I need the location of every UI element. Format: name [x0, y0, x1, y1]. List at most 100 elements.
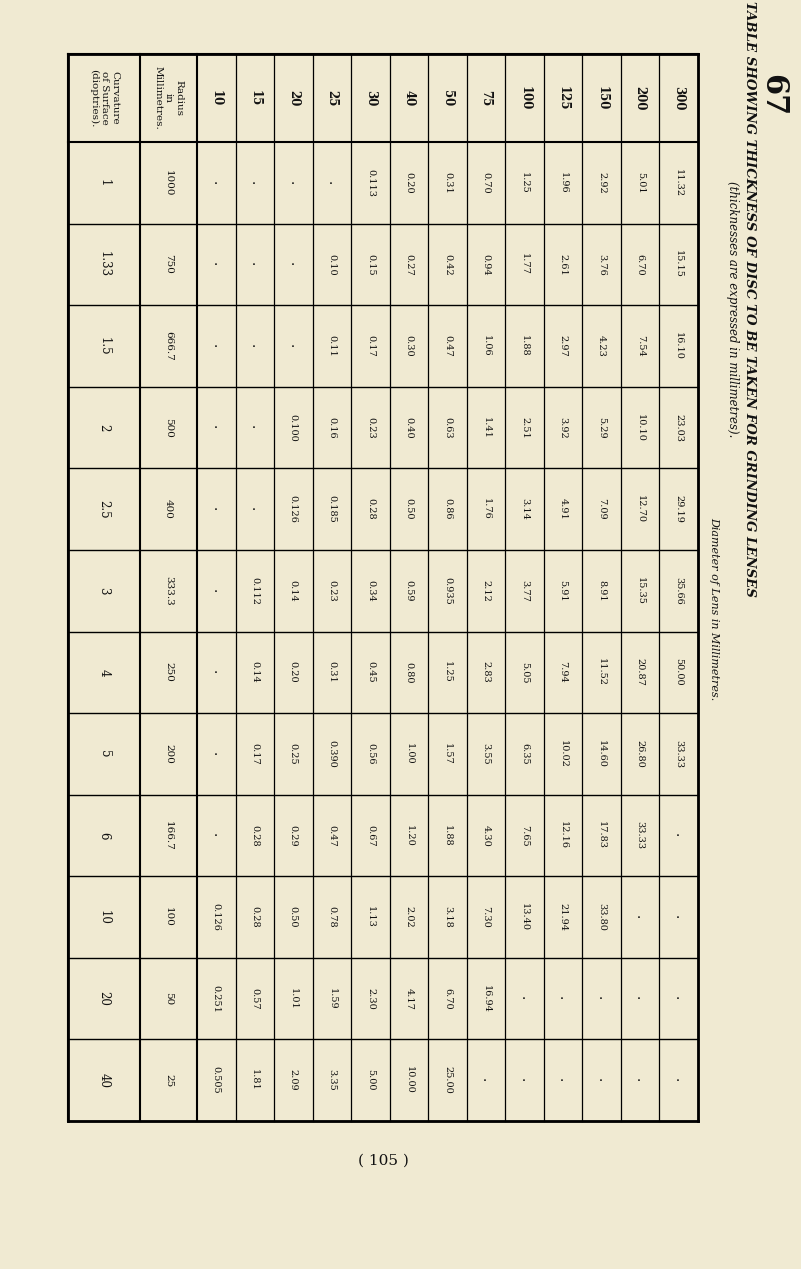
Text: 0.63: 0.63 [443, 416, 452, 438]
Text: 2.02: 2.02 [405, 906, 413, 928]
Text: 1.25: 1.25 [520, 171, 529, 194]
Text: 6: 6 [98, 831, 111, 839]
Text: .: . [594, 1079, 609, 1082]
Text: .: . [209, 508, 223, 511]
Text: 30: 30 [364, 90, 377, 107]
Text: 2.51: 2.51 [520, 416, 529, 438]
Text: 1.88: 1.88 [443, 825, 452, 846]
Text: 10.02: 10.02 [558, 740, 568, 768]
Text: 1.01: 1.01 [289, 987, 298, 1010]
Text: 2.92: 2.92 [598, 171, 606, 194]
Text: 0.47: 0.47 [328, 825, 336, 846]
Text: 0.17: 0.17 [366, 335, 375, 357]
Text: 500: 500 [164, 418, 173, 438]
Text: .: . [286, 263, 300, 266]
Text: 100: 100 [518, 86, 531, 110]
Text: 3.14: 3.14 [520, 499, 529, 520]
Text: .: . [517, 996, 532, 1001]
Text: 1.57: 1.57 [443, 744, 452, 765]
Text: 0.14: 0.14 [289, 580, 298, 602]
Text: 100: 100 [164, 907, 173, 926]
Text: 1000: 1000 [164, 170, 173, 195]
Text: 13.40: 13.40 [520, 904, 529, 931]
Text: 2.09: 2.09 [289, 1070, 298, 1091]
Text: .: . [556, 996, 570, 1001]
Text: 666.7: 666.7 [164, 331, 173, 360]
Text: TABLE SHOWING THICKNESS OF DISC TO BE TAKEN FOR GRINDING LENSES: TABLE SHOWING THICKNESS OF DISC TO BE TA… [743, 1, 756, 596]
Text: 4: 4 [98, 669, 111, 676]
Text: 29.19: 29.19 [674, 495, 683, 523]
Text: 15.35: 15.35 [636, 577, 645, 604]
Text: 15.15: 15.15 [674, 250, 683, 278]
Text: 20.87: 20.87 [636, 659, 645, 687]
Text: 2.5: 2.5 [98, 500, 111, 519]
Text: 1.00: 1.00 [405, 744, 413, 765]
Text: 33.33: 33.33 [674, 740, 683, 768]
Text: 0.47: 0.47 [443, 335, 452, 357]
Text: .: . [672, 834, 686, 838]
Text: 2.12: 2.12 [481, 580, 490, 602]
Text: 1.88: 1.88 [520, 335, 529, 357]
Text: (thicknesses are expressed in millimetres).: (thicknesses are expressed in millimetre… [727, 180, 739, 438]
Text: 0.78: 0.78 [328, 906, 336, 928]
Text: 1: 1 [98, 179, 111, 187]
Text: 0.30: 0.30 [405, 335, 413, 357]
Text: 26.80: 26.80 [636, 740, 645, 768]
Text: 5.05: 5.05 [520, 661, 529, 683]
Text: 1.81: 1.81 [250, 1070, 260, 1091]
Text: 3.77: 3.77 [520, 580, 529, 602]
Text: 0.16: 0.16 [328, 416, 336, 438]
Text: 300: 300 [672, 86, 685, 110]
Text: 1.5: 1.5 [98, 336, 111, 355]
Text: 0.15: 0.15 [366, 254, 375, 275]
Text: .: . [209, 751, 223, 756]
Text: 0.126: 0.126 [211, 904, 221, 931]
Text: 25: 25 [164, 1074, 173, 1086]
Text: 2.30: 2.30 [366, 987, 375, 1010]
Text: 8.91: 8.91 [598, 580, 606, 602]
Text: 1.33: 1.33 [98, 251, 111, 278]
Text: 33.33: 33.33 [636, 821, 645, 849]
Text: 50.00: 50.00 [674, 659, 683, 687]
Text: 0.112: 0.112 [250, 576, 260, 605]
Text: 4.91: 4.91 [558, 499, 568, 520]
Text: 0.390: 0.390 [328, 740, 336, 768]
Text: 50: 50 [164, 992, 173, 1005]
Text: 333.3: 333.3 [164, 576, 173, 605]
Text: .: . [209, 263, 223, 266]
Text: 11.52: 11.52 [598, 659, 606, 687]
Text: 5.29: 5.29 [598, 416, 606, 438]
Text: 1.25: 1.25 [443, 661, 452, 683]
Text: 6.35: 6.35 [520, 744, 529, 765]
Text: 0.50: 0.50 [405, 499, 413, 520]
Text: .: . [248, 508, 262, 511]
Text: .: . [209, 670, 223, 674]
Text: 3.76: 3.76 [598, 254, 606, 275]
Text: 2: 2 [98, 424, 111, 431]
Text: 40: 40 [402, 90, 416, 107]
Text: 16.94: 16.94 [481, 985, 490, 1013]
Text: 3.18: 3.18 [443, 906, 452, 928]
Text: 1.76: 1.76 [481, 499, 490, 520]
Text: 0.40: 0.40 [405, 416, 413, 438]
Text: 0.34: 0.34 [366, 580, 375, 602]
Text: 125: 125 [557, 86, 570, 110]
Text: 250: 250 [164, 662, 173, 683]
Text: 0.100: 0.100 [289, 414, 298, 442]
Text: 200: 200 [634, 86, 646, 110]
Text: 1.96: 1.96 [558, 173, 568, 194]
Text: .: . [479, 1079, 493, 1082]
Text: .: . [248, 425, 262, 430]
Text: 7.94: 7.94 [558, 661, 568, 683]
Text: 12.70: 12.70 [636, 495, 645, 523]
Text: 3.92: 3.92 [558, 416, 568, 438]
Text: 50: 50 [441, 90, 454, 107]
Text: 0.42: 0.42 [443, 254, 452, 275]
Text: 0.28: 0.28 [366, 499, 375, 520]
Text: 0.23: 0.23 [366, 416, 375, 438]
Text: 1.13: 1.13 [366, 906, 375, 928]
Text: 5.91: 5.91 [558, 580, 568, 602]
Text: .: . [556, 1079, 570, 1082]
Text: 2.83: 2.83 [481, 661, 490, 683]
Text: 1.06: 1.06 [481, 335, 490, 357]
